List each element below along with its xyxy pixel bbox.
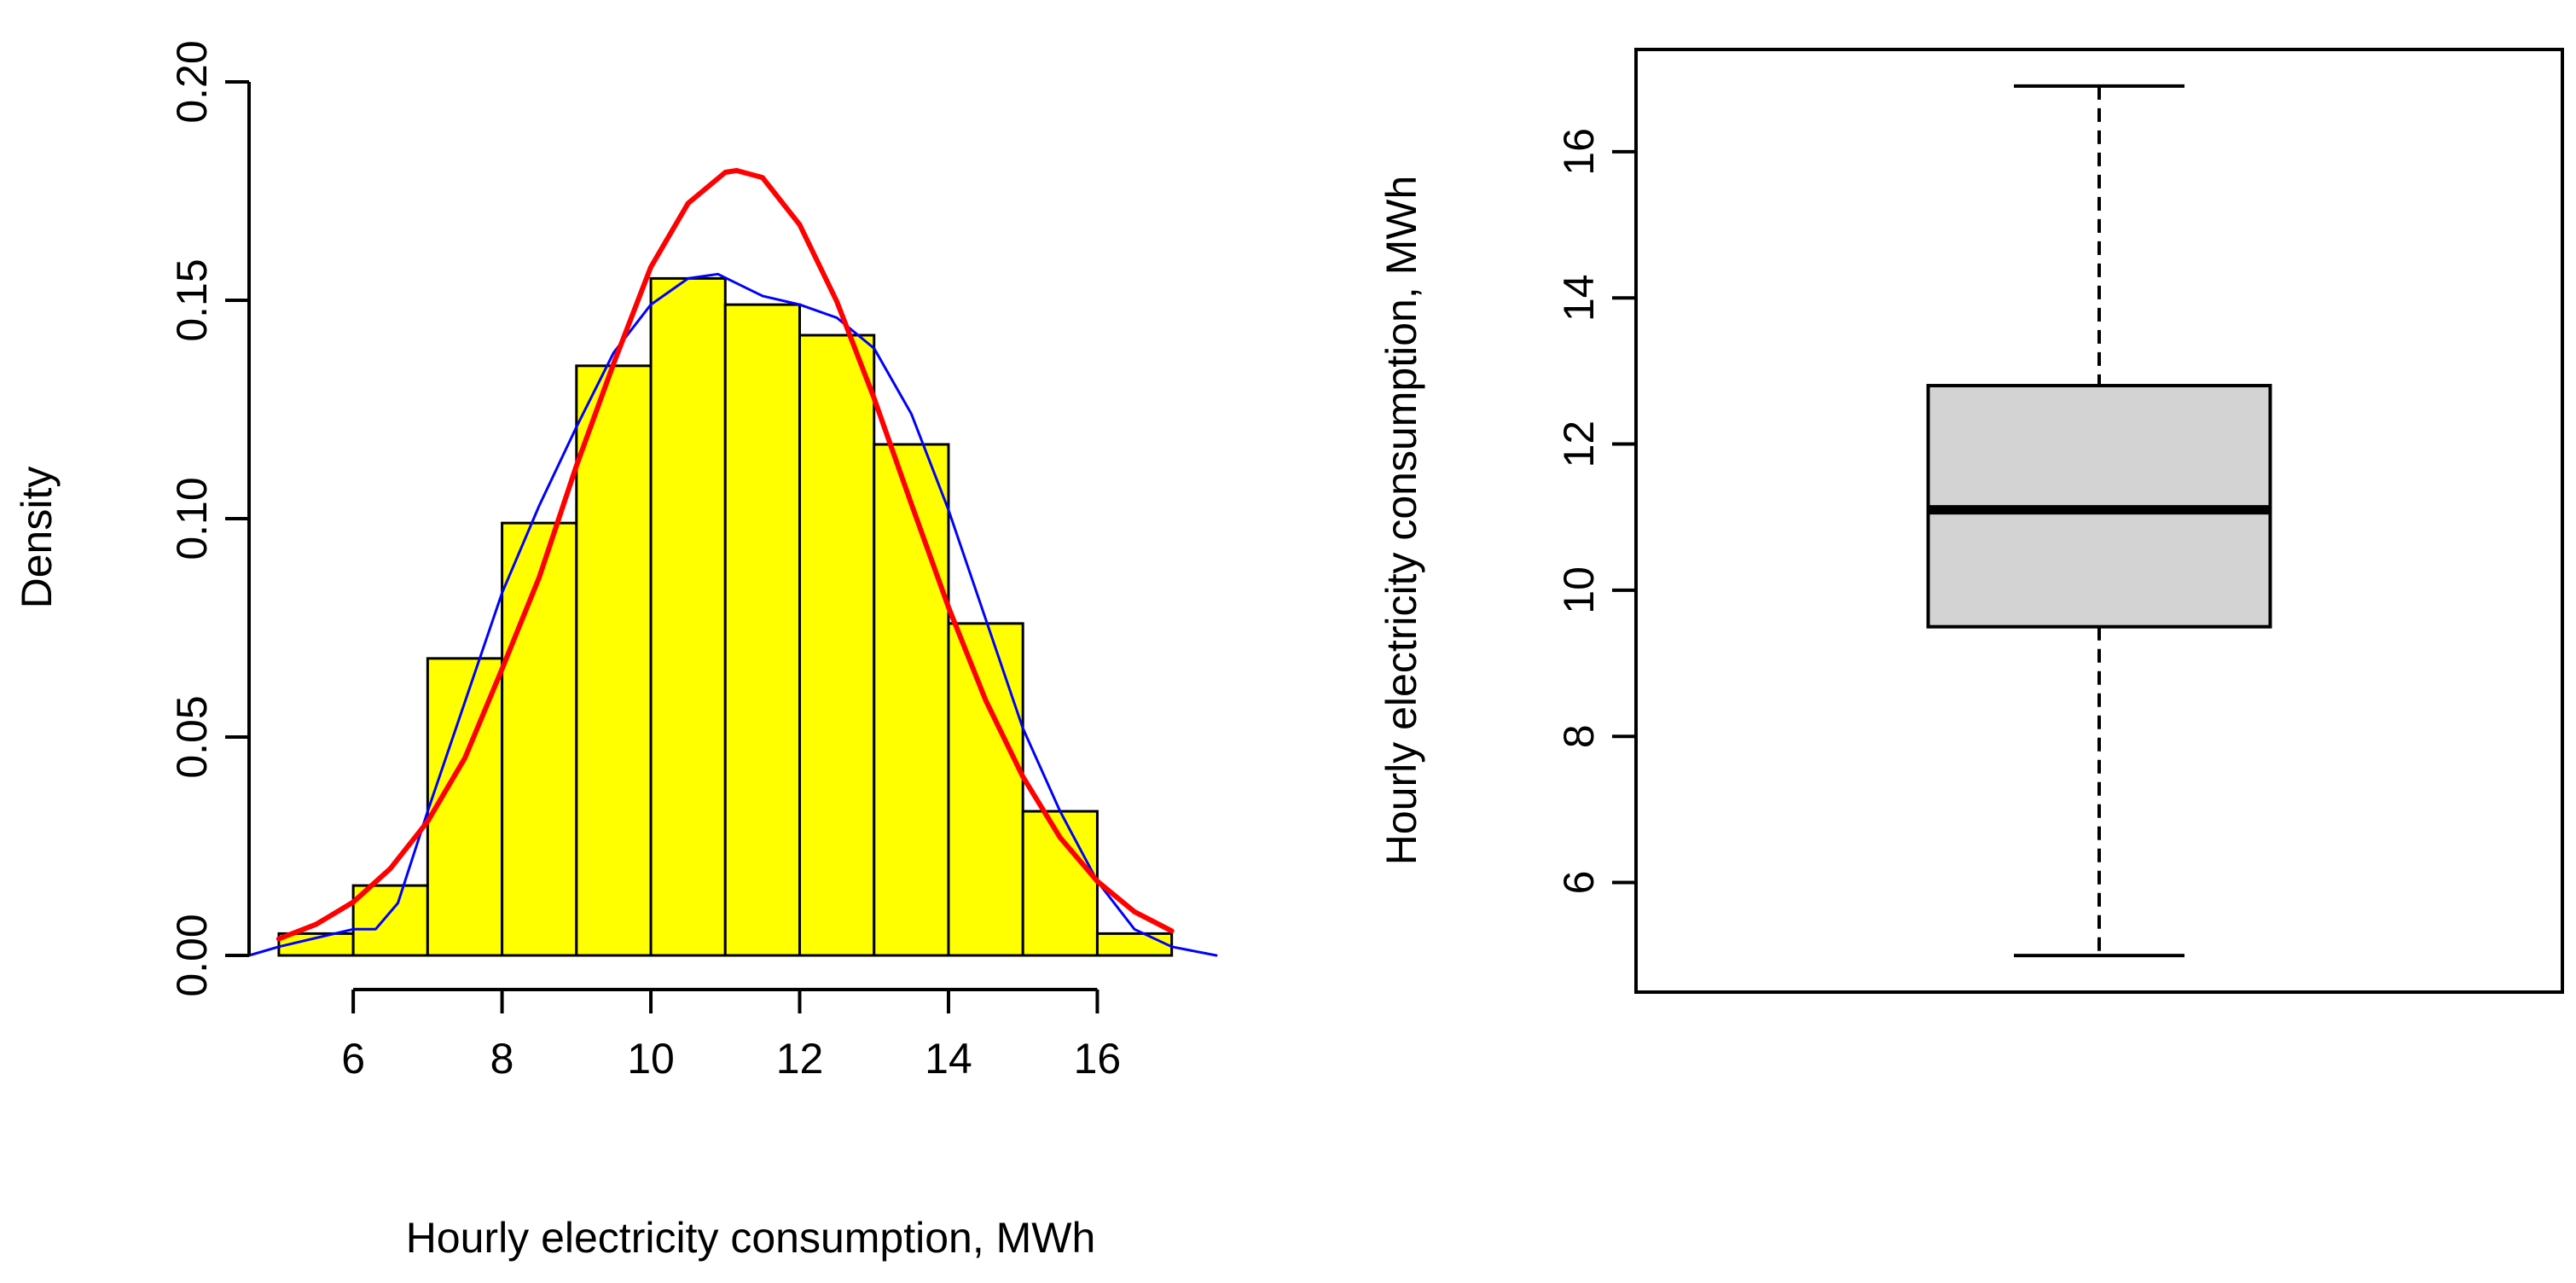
boxplot-y-tick-label: 8 bbox=[1555, 724, 1603, 748]
histogram-y-axis: 0.00 0.05 0.10 0.15 0.20 bbox=[168, 40, 251, 997]
histogram-bar bbox=[575, 364, 653, 957]
histogram-bar bbox=[947, 622, 1024, 957]
histogram-panel: 0.00 0.05 0.10 0.15 0.20 6 8 10 12 14 16 Hourly e… bbox=[13, 40, 1218, 1262]
boxplot-y-tick-label: 14 bbox=[1555, 274, 1603, 322]
boxplot-elements bbox=[1926, 84, 2272, 958]
histogram-bar bbox=[501, 521, 578, 957]
histogram-x-tick-label: 8 bbox=[490, 1035, 514, 1083]
histogram-x-axis: 6 8 10 12 14 16 bbox=[341, 988, 1122, 1083]
histogram-y-tick-label: 0.20 bbox=[168, 40, 216, 123]
boxplot-y-tick-label: 6 bbox=[1555, 871, 1603, 895]
histogram-y-tick-label: 0.05 bbox=[168, 695, 216, 778]
histogram-x-tick-label: 10 bbox=[627, 1035, 675, 1083]
boxplot-y-tick-label: 12 bbox=[1555, 421, 1603, 468]
boxplot-y-axis-title: Hourly electricity consumption, MWh bbox=[1378, 176, 1425, 866]
histogram-bars bbox=[277, 276, 1174, 957]
boxplot-plot-frame bbox=[1634, 48, 2564, 994]
histogram-bar bbox=[649, 276, 727, 957]
histogram-y-tick-label: 0.15 bbox=[168, 258, 216, 341]
histogram-bar bbox=[798, 334, 876, 957]
histogram-y-tick-label: 0.00 bbox=[168, 914, 216, 996]
density-curve-line bbox=[247, 272, 1218, 957]
histogram-bar bbox=[1095, 932, 1174, 957]
histogram-curves bbox=[247, 167, 1218, 957]
normal-curve-line bbox=[276, 167, 1175, 942]
boxplot-y-axis: 6 8 10 12 14 16 bbox=[1555, 128, 1636, 894]
histogram-y-axis-title: Density bbox=[13, 467, 61, 609]
boxplot-panel: 6 8 10 12 14 16 Hourly electricity consumptio… bbox=[1378, 48, 2564, 994]
boxplot-y-tick-label: 10 bbox=[1555, 566, 1603, 614]
histogram-y-tick-label: 0.10 bbox=[168, 477, 216, 560]
boxplot-y-tick-label: 16 bbox=[1555, 128, 1603, 176]
histogram-bar bbox=[723, 303, 802, 957]
histogram-x-tick-label: 12 bbox=[776, 1035, 824, 1083]
histogram-x-tick-label: 14 bbox=[925, 1035, 972, 1083]
histogram-x-tick-label: 16 bbox=[1074, 1035, 1122, 1083]
histogram-bar bbox=[873, 443, 950, 957]
histogram-x-axis-title: Hourly electricity consumption, MWh bbox=[406, 1214, 1096, 1262]
histogram-bar bbox=[426, 657, 504, 957]
histogram-x-tick-label: 6 bbox=[341, 1035, 365, 1083]
histogram-bar bbox=[351, 884, 429, 957]
